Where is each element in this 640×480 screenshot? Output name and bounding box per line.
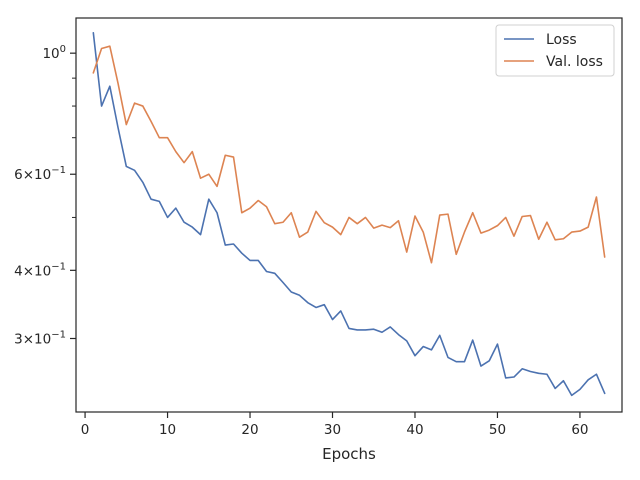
x-tick-label: 60: [571, 422, 588, 438]
x-tick-label: 50: [489, 422, 506, 438]
series-line-val-loss: [92, 45, 606, 264]
y-tick-mantissa: 4×10: [14, 263, 51, 279]
legend-label-loss: Loss: [546, 32, 577, 48]
x-axis-title: Epochs: [322, 445, 376, 463]
y-tick-label: 4×10−1: [14, 261, 66, 279]
y-tick-mantissa: 6×10: [14, 167, 51, 183]
legend-label-val-loss: Val. loss: [546, 54, 603, 70]
y-tick-base: 10: [42, 46, 59, 62]
x-tick-label: 20: [241, 422, 258, 438]
y-tick-exponent: 0: [60, 44, 66, 55]
y-tick-exponent: −1: [51, 329, 66, 340]
x-axis: 0 10 20 30 40 50 60: [81, 412, 589, 438]
x-tick-label: 40: [406, 422, 423, 438]
x-tick-label: 10: [159, 422, 176, 438]
y-tick-exponent: −1: [51, 261, 66, 272]
legend: Loss Val. loss: [495, 24, 615, 77]
series-line-loss: [92, 31, 606, 397]
y-tick-mantissa: 3×10: [14, 331, 51, 347]
y-tick-label: 100: [42, 44, 66, 62]
legend-box: [495, 24, 615, 77]
x-tick-label: 30: [324, 422, 341, 438]
y-tick-label: 3×10−1: [14, 329, 66, 347]
y-tick-label: 6×10−1: [14, 165, 66, 183]
x-tick-label: 0: [81, 422, 90, 438]
plot-frame: [75, 17, 623, 413]
plot-series: [92, 31, 606, 397]
y-tick-exponent: −1: [51, 165, 66, 176]
